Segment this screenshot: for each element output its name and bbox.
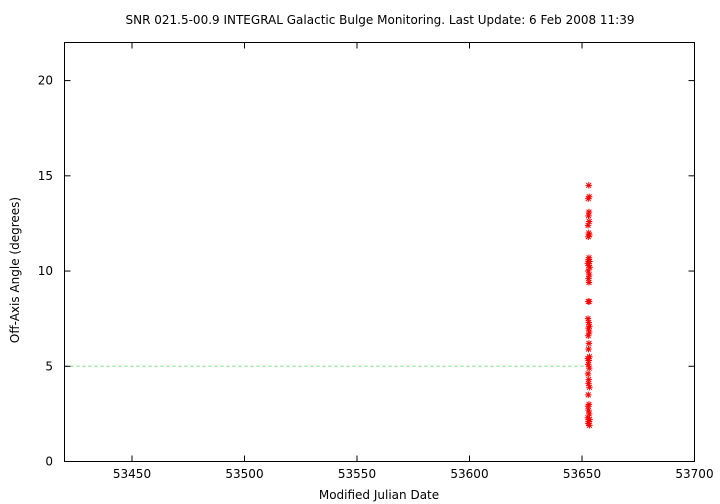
data-point <box>585 275 592 282</box>
y-tick-label: 15 <box>38 169 53 183</box>
chart-title: SNR 021.5-00.9 INTEGRAL Galactic Bulge M… <box>126 13 635 27</box>
data-point <box>585 195 592 202</box>
data-point <box>586 218 593 225</box>
x-tick-label: 53700 <box>675 467 713 481</box>
data-point <box>586 193 593 200</box>
data-point <box>584 260 592 267</box>
data-point <box>586 410 593 418</box>
data-point <box>585 361 592 368</box>
data-point <box>586 384 593 391</box>
data-point <box>586 264 593 271</box>
data-point <box>585 256 592 263</box>
data-point <box>585 376 592 383</box>
data-points <box>584 182 593 429</box>
y-tick-label: 5 <box>45 359 53 373</box>
data-point <box>585 420 592 427</box>
data-point <box>585 208 593 216</box>
y-tick-label: 20 <box>38 74 53 88</box>
data-point <box>585 229 592 237</box>
x-tick-label: 53450 <box>113 467 151 481</box>
data-point <box>584 222 592 229</box>
data-point <box>585 233 592 240</box>
data-point <box>586 364 593 372</box>
data-point <box>585 357 592 364</box>
x-axis-label: Modified Julian Date <box>319 488 439 502</box>
data-point <box>584 315 592 322</box>
y-axis-label: Off-Axis Angle (degrees) <box>8 197 22 343</box>
data-point <box>585 406 592 414</box>
data-point <box>586 231 593 239</box>
data-point <box>585 391 592 399</box>
data-point <box>585 345 592 353</box>
data-point <box>586 298 593 305</box>
y-tick-label: 0 <box>45 455 53 469</box>
data-point <box>586 422 593 429</box>
data-point <box>585 332 592 339</box>
data-point <box>586 271 593 279</box>
data-point <box>584 355 592 362</box>
data-point <box>585 340 593 347</box>
data-point <box>585 182 592 189</box>
axis-ticks: 53450 53500 53550 53600 53650 53700 0 5 10 15 20 <box>38 42 714 481</box>
x-tick-label: 53650 <box>563 467 601 481</box>
data-point <box>585 401 593 408</box>
data-point <box>584 403 592 410</box>
data-point <box>584 370 592 378</box>
x-tick-label: 53550 <box>338 467 376 481</box>
data-point <box>586 416 593 423</box>
data-point <box>585 380 592 387</box>
data-point <box>586 323 593 330</box>
data-point <box>585 212 592 220</box>
data-point <box>585 279 593 286</box>
data-point <box>585 267 592 275</box>
plot-frame <box>64 42 695 462</box>
data-point <box>585 319 592 326</box>
x-tick-label: 53600 <box>450 467 488 481</box>
y-tick-label: 10 <box>38 264 53 278</box>
data-point <box>585 262 592 269</box>
data-point <box>586 328 593 336</box>
data-point <box>585 324 592 332</box>
x-tick-label: 53500 <box>225 467 263 481</box>
